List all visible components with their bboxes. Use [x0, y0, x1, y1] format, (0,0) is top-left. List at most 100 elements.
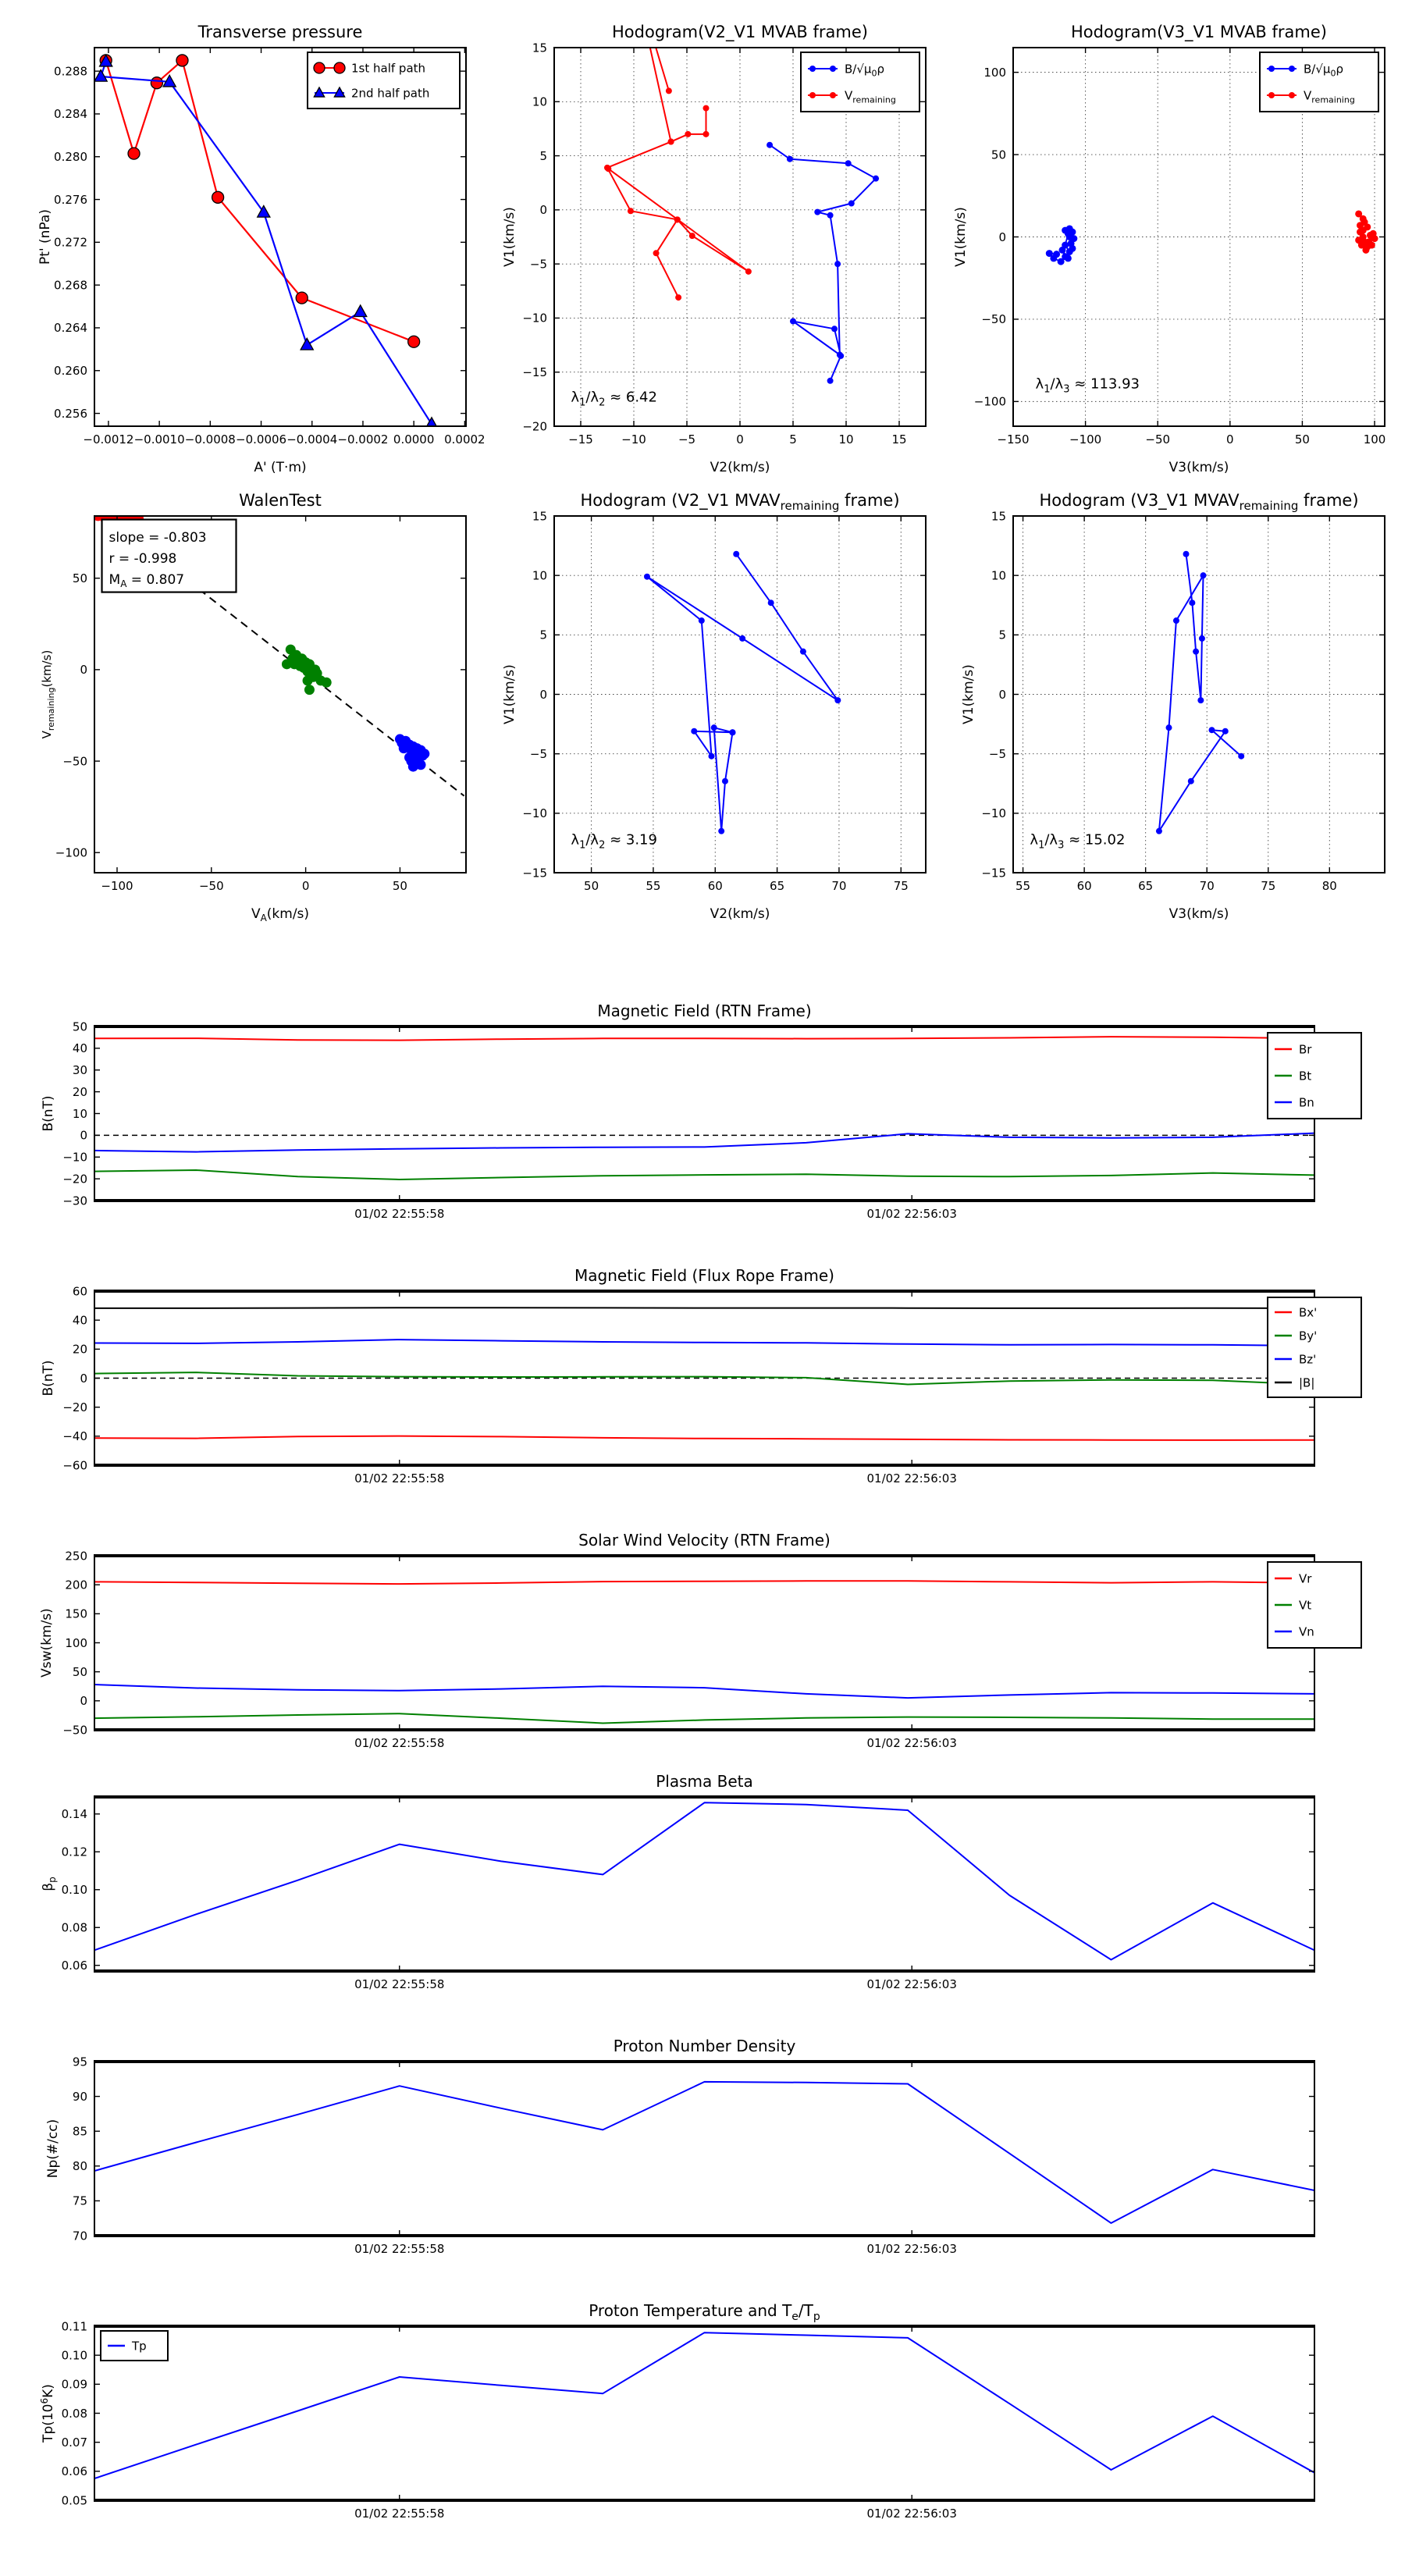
svg-text:90: 90 — [73, 2090, 87, 2104]
svg-text:VA(km/s): VA(km/s) — [251, 906, 309, 923]
svg-text:Magnetic Field (RTN Frame): Magnetic Field (RTN Frame) — [597, 1002, 811, 1020]
svg-text:60: 60 — [708, 879, 723, 893]
svg-text:Pt' (nPa): Pt' (nPa) — [37, 209, 53, 265]
svg-text:0.14: 0.14 — [62, 1807, 87, 1821]
svg-text:Proton Temperature and Te/Tp: Proton Temperature and Te/Tp — [589, 2301, 820, 2323]
svg-text:0: 0 — [1226, 432, 1234, 447]
svg-text:0: 0 — [539, 688, 547, 702]
svg-text:Vsw(km/s): Vsw(km/s) — [39, 1608, 55, 1678]
svg-text:λ1/λ2 ≈ 6.42: λ1/λ2 ≈ 6.42 — [571, 389, 657, 408]
svg-text:5: 5 — [998, 628, 1006, 642]
svg-text:50: 50 — [73, 1665, 87, 1679]
svg-text:0.260: 0.260 — [54, 364, 87, 378]
svg-text:V2(km/s): V2(km/s) — [710, 460, 770, 475]
svg-text:B/√μ0ρ: B/√μ0ρ — [845, 62, 884, 78]
svg-text:10: 10 — [838, 432, 853, 447]
svg-text:40: 40 — [73, 1313, 87, 1327]
svg-text:200: 200 — [65, 1578, 87, 1592]
svg-text:A' (T·m): A' (T·m) — [254, 460, 306, 475]
svg-text:10: 10 — [991, 568, 1006, 582]
svg-text:Vremaining: Vremaining — [845, 88, 896, 105]
svg-text:V1(km/s): V1(km/s) — [502, 664, 518, 724]
svg-text:Magnetic Field (Flux Rope Fram: Magnetic Field (Flux Rope Frame) — [574, 1266, 834, 1285]
chart-hodogram-v2v1-mvab: −15 −10 −5 0 5 10 15 −20 −15 −10 −5 0 5 10 15 Hodogram(… — [484, 9, 960, 497]
svg-text:50: 50 — [584, 879, 599, 893]
svg-text:10: 10 — [73, 1107, 87, 1121]
svg-text:0.05: 0.05 — [62, 2493, 87, 2507]
svg-text:5: 5 — [539, 628, 547, 642]
svg-text:λ1/λ3 ≈ 113.93: λ1/λ3 ≈ 113.93 — [1036, 376, 1140, 396]
svg-text:0: 0 — [80, 1372, 87, 1386]
chart-proton-temperature: 01/02 22:55:58 01/02 22:56:03 0.05 0.06 0.07… — [23, 2291, 1382, 2533]
svg-text:0.12: 0.12 — [62, 1845, 87, 1859]
svg-text:−30: −30 — [62, 1194, 87, 1208]
svg-text:01/02 22:55:58: 01/02 22:55:58 — [354, 1977, 444, 1991]
svg-text:−50: −50 — [62, 1723, 87, 1737]
svg-text:0.0002: 0.0002 — [444, 432, 486, 447]
svg-text:Plasma Beta: Plasma Beta — [656, 1772, 753, 1791]
svg-text:Bx': Bx' — [1299, 1305, 1317, 1319]
svg-text:15: 15 — [532, 41, 547, 55]
svg-text:100: 100 — [1364, 432, 1386, 447]
svg-text:V1(km/s): V1(km/s) — [953, 207, 969, 267]
svg-text:−20: −20 — [62, 1400, 87, 1414]
svg-text:20: 20 — [73, 1085, 87, 1099]
svg-text:55: 55 — [646, 879, 660, 893]
chart-hodogram-v3v1-mvab: −150 −100 −50 0 50 100 −100 −50 0 50 100 Hodogram(V… — [929, 9, 1405, 497]
svg-text:−15: −15 — [981, 866, 1006, 880]
svg-text:01/02 22:55:58: 01/02 22:55:58 — [354, 1471, 444, 1485]
svg-text:|B|: |B| — [1299, 1375, 1314, 1389]
svg-text:75: 75 — [73, 2194, 87, 2208]
svg-text:B(nT): B(nT) — [41, 1095, 56, 1131]
chart-hodogram-v2v1-mvav: 50 55 60 65 70 75 −15 −10 −5 0 5 10 15 Hodogram (V2_V… — [484, 478, 960, 927]
svg-text:Vn: Vn — [1299, 1624, 1314, 1638]
svg-text:λ1/λ2 ≈ 3.19: λ1/λ2 ≈ 3.19 — [571, 831, 657, 851]
svg-text:0.288: 0.288 — [54, 64, 87, 78]
svg-text:By': By' — [1299, 1329, 1317, 1343]
svg-text:01/02 22:56:03: 01/02 22:56:03 — [867, 1207, 957, 1221]
svg-text:75: 75 — [1261, 879, 1275, 893]
svg-text:0: 0 — [80, 1694, 87, 1708]
svg-text:WalenTest: WalenTest — [239, 491, 322, 510]
svg-text:−5: −5 — [678, 432, 695, 447]
svg-text:−100: −100 — [974, 395, 1006, 409]
svg-text:0.256: 0.256 — [54, 407, 87, 421]
svg-text:−5: −5 — [530, 747, 547, 761]
svg-text:01/02 22:56:03: 01/02 22:56:03 — [867, 1471, 957, 1485]
svg-text:−15: −15 — [568, 432, 593, 447]
svg-text:30: 30 — [73, 1063, 87, 1077]
svg-text:r = -0.998: r = -0.998 — [109, 551, 177, 567]
svg-text:0.06: 0.06 — [62, 1959, 87, 1973]
svg-text:V1(km/s): V1(km/s) — [502, 207, 518, 267]
svg-text:−40: −40 — [62, 1429, 87, 1443]
svg-text:−60: −60 — [62, 1458, 87, 1472]
svg-text:50: 50 — [73, 571, 87, 585]
svg-text:50: 50 — [991, 148, 1006, 162]
svg-text:40: 40 — [73, 1041, 87, 1055]
svg-text:250: 250 — [65, 1549, 87, 1563]
svg-text:01/02 22:56:03: 01/02 22:56:03 — [867, 1736, 957, 1750]
chart-walen-test: −100 −50 0 50 −100 −50 0 50 WalenTest VA(km/s) Vre… — [23, 478, 500, 927]
svg-text:0.272: 0.272 — [54, 236, 87, 250]
svg-text:−100: −100 — [101, 879, 133, 893]
svg-text:2nd half path: 2nd half path — [351, 86, 429, 100]
chart-solar-wind-velocity: 01/02 22:55:58 01/02 22:56:03 −50 0 50 100 150… — [23, 1521, 1382, 1763]
svg-text:Hodogram (V2_V1 MVAVremaining: Hodogram (V2_V1 MVAVremaining frame) — [580, 491, 899, 513]
svg-text:−15: −15 — [522, 365, 547, 379]
svg-text:50: 50 — [1295, 432, 1310, 447]
svg-text:100: 100 — [65, 1636, 87, 1650]
svg-text:0: 0 — [736, 432, 744, 447]
svg-text:0.0000: 0.0000 — [393, 432, 435, 447]
svg-text:10: 10 — [532, 568, 547, 582]
svg-text:Vt: Vt — [1299, 1598, 1311, 1612]
svg-text:−20: −20 — [62, 1172, 87, 1186]
svg-text:01/02 22:55:58: 01/02 22:55:58 — [354, 1207, 444, 1221]
svg-text:60: 60 — [1077, 879, 1092, 893]
svg-text:95: 95 — [73, 2055, 87, 2069]
svg-text:65: 65 — [770, 879, 784, 893]
svg-text:01/02 22:56:03: 01/02 22:56:03 — [867, 2242, 957, 2256]
svg-text:Np(#/cc): Np(#/cc) — [45, 2119, 61, 2178]
svg-text:01/02 22:55:58: 01/02 22:55:58 — [354, 2507, 444, 2521]
svg-text:Proton Number Density: Proton Number Density — [614, 2037, 796, 2055]
svg-text:−0.0002: −0.0002 — [337, 432, 388, 447]
